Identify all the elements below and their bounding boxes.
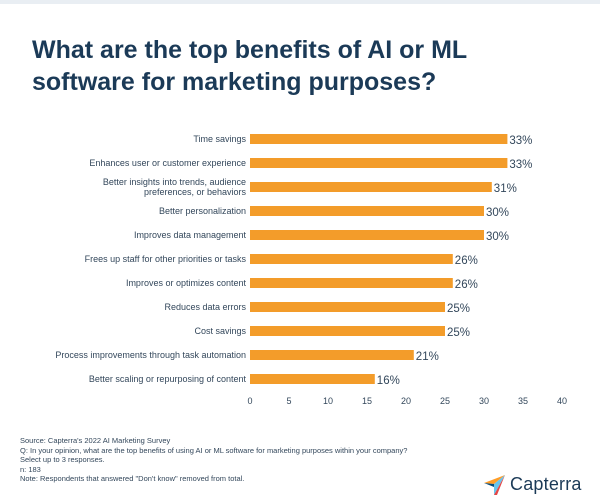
category-label: Time savings — [193, 134, 246, 144]
value-label: 30% — [486, 207, 509, 219]
x-tick-label: 25 — [440, 396, 450, 406]
category-label: Better insights into trends, audience — [103, 177, 246, 187]
value-label: 30% — [486, 231, 509, 243]
x-tick-label: 0 — [247, 396, 252, 406]
x-tick-label: 5 — [286, 396, 291, 406]
category-label: Improves data management — [134, 230, 247, 240]
x-tick-label: 30 — [479, 396, 489, 406]
category-label: Cost savings — [194, 326, 246, 336]
bar — [250, 230, 484, 240]
value-label: 25% — [447, 327, 470, 339]
value-label: 33% — [509, 159, 532, 171]
category-label: Better scaling or repurposing of content — [89, 374, 247, 384]
category-label: Process improvements through task automa… — [55, 350, 246, 360]
brand-name: Capterra — [510, 474, 582, 494]
capterra-logo: Capterra — [484, 474, 582, 495]
value-label: 25% — [447, 303, 470, 315]
bar — [250, 302, 445, 312]
x-tick-label: 40 — [557, 396, 567, 406]
category-label: preferences, or behaviors — [144, 187, 247, 197]
category-label: Frees up staff for other priorities or t… — [85, 254, 247, 264]
bar — [250, 254, 453, 264]
bar — [250, 374, 375, 384]
category-label: Reduces data errors — [164, 302, 246, 312]
category-label: Better personalization — [159, 206, 246, 216]
capterra-arrow-icon — [484, 474, 505, 495]
source-note: Source: Capterra's 2022 AI Marketing Sur… — [20, 436, 171, 445]
value-label: 21% — [416, 351, 439, 363]
bar — [250, 206, 484, 216]
top-accent-bar — [0, 0, 600, 4]
bar-chart: Time savings 33% Enhances user or customer… — [55, 134, 567, 406]
chart-notes: Source: Capterra's 2022 AI Marketing Sur… — [20, 436, 490, 484]
value-label: 31% — [494, 183, 517, 195]
sample-size-note: n: 183 — [20, 464, 41, 474]
x-tick-label: 20 — [401, 396, 411, 406]
bar — [250, 278, 453, 288]
value-label: 33% — [509, 135, 532, 147]
chart-title: What are the top benefits of AI or ML so… — [32, 36, 467, 96]
value-label: 16% — [377, 375, 400, 387]
question-note: Q: In your opinion, what are the top ben… — [20, 445, 408, 455]
exclusion-note: Note: Respondents that answered "Don't k… — [20, 474, 245, 483]
bar — [250, 326, 445, 336]
category-label: Enhances user or customer experience — [89, 158, 246, 168]
bar — [250, 158, 508, 168]
value-label: 26% — [455, 255, 478, 267]
selection-note: Select up to 3 responses. — [20, 455, 105, 464]
bar — [250, 134, 508, 144]
value-label: 26% — [455, 279, 478, 291]
bar — [250, 182, 492, 192]
x-tick-label: 10 — [323, 396, 333, 406]
category-label: Improves or optimizes content — [126, 278, 247, 288]
x-tick-label: 15 — [362, 396, 372, 406]
bar — [250, 350, 414, 360]
x-tick-label: 35 — [518, 396, 528, 406]
